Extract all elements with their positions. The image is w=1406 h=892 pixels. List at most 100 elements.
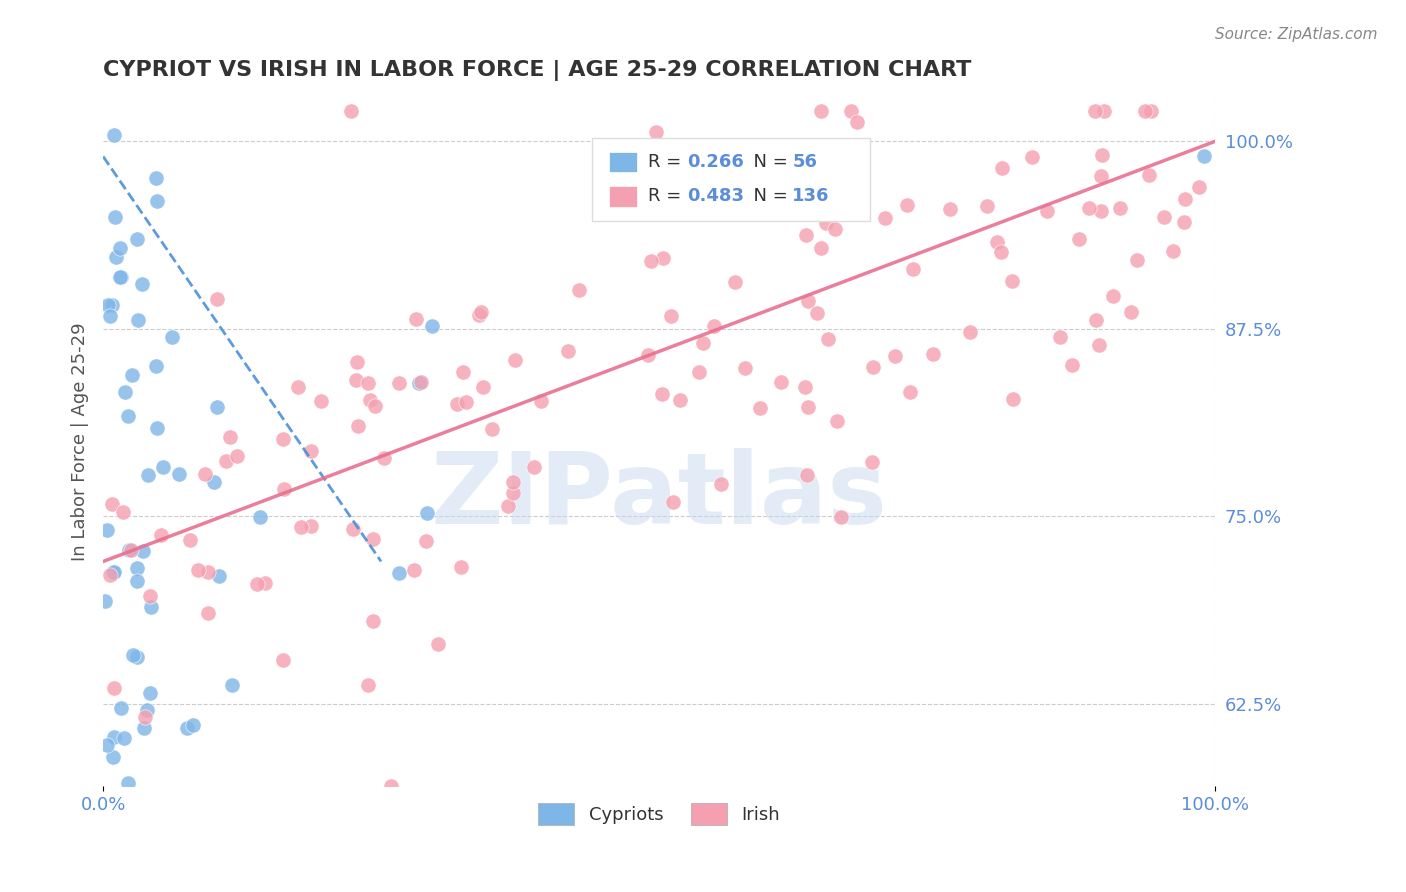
Point: [1084, 312, 1107, 326]
Point: [98, 309, 121, 323]
Point: [839, 104, 862, 119]
Point: [505, 352, 527, 367]
Point: [523, 460, 546, 475]
Point: [131, 277, 153, 292]
Point: [205, 292, 228, 306]
Point: [896, 198, 918, 212]
Point: [468, 309, 491, 323]
Point: [150, 528, 173, 542]
Point: [1084, 104, 1107, 119]
Point: [637, 348, 659, 362]
Point: [309, 394, 332, 409]
Point: [415, 506, 437, 520]
Text: 56: 56: [793, 153, 817, 171]
Point: [246, 577, 269, 591]
Point: [645, 125, 668, 139]
Point: [357, 376, 380, 390]
Point: [361, 532, 384, 546]
Text: 136: 136: [793, 187, 830, 205]
Point: [1173, 215, 1195, 229]
Point: [101, 298, 124, 312]
Point: [845, 115, 868, 129]
Point: [427, 637, 450, 651]
Point: [1036, 203, 1059, 218]
Point: [530, 394, 553, 409]
Point: [1188, 180, 1211, 194]
Point: [1133, 104, 1156, 119]
Point: [1049, 330, 1071, 344]
Point: [121, 368, 143, 382]
Point: [796, 467, 818, 482]
Point: [900, 385, 922, 400]
Point: [402, 563, 425, 577]
Point: [273, 482, 295, 496]
Point: [472, 380, 495, 394]
Point: [770, 376, 793, 390]
Point: [1090, 204, 1112, 219]
Point: [340, 104, 363, 119]
Point: [138, 686, 160, 700]
Point: [1092, 104, 1115, 119]
Point: [103, 681, 125, 695]
Point: [454, 394, 477, 409]
Point: [408, 376, 430, 391]
Point: [1153, 211, 1175, 225]
Point: [446, 397, 468, 411]
Point: [103, 565, 125, 579]
Point: [502, 485, 524, 500]
Point: [215, 454, 238, 468]
Point: [1062, 359, 1084, 373]
Point: [145, 359, 167, 373]
Point: [108, 241, 131, 255]
Point: [901, 261, 924, 276]
Point: [136, 703, 159, 717]
Point: [502, 475, 524, 490]
Point: [249, 510, 271, 524]
Point: [221, 678, 243, 692]
Point: [1174, 192, 1197, 206]
Point: [873, 211, 896, 225]
Text: 0.483: 0.483: [686, 187, 744, 205]
Point: [271, 653, 294, 667]
Point: [205, 401, 228, 415]
Point: [1126, 252, 1149, 267]
Point: [1121, 305, 1143, 319]
Point: [860, 455, 883, 469]
Point: [125, 561, 148, 575]
Point: [344, 373, 367, 387]
Point: [101, 565, 124, 579]
Point: [118, 542, 141, 557]
Point: [450, 560, 472, 574]
Point: [380, 780, 402, 794]
Point: [669, 392, 692, 407]
Text: CYPRIOT VS IRISH IN LABOR FORCE | AGE 25-29 CORRELATION CHART: CYPRIOT VS IRISH IN LABOR FORCE | AGE 25…: [103, 60, 972, 80]
Text: ZIPatlas: ZIPatlas: [430, 448, 887, 545]
Point: [959, 325, 981, 339]
Text: R =: R =: [648, 153, 688, 171]
Point: [287, 380, 309, 394]
Point: [120, 542, 142, 557]
Point: [134, 709, 156, 723]
Point: [796, 294, 818, 309]
Point: [359, 392, 381, 407]
Point: [481, 422, 503, 436]
Point: [125, 650, 148, 665]
Point: [1091, 148, 1114, 162]
Point: [103, 731, 125, 745]
Point: [814, 216, 837, 230]
Point: [101, 749, 124, 764]
Point: [111, 505, 134, 519]
Point: [884, 349, 907, 363]
Text: N =: N =: [742, 187, 794, 205]
Point: [134, 721, 156, 735]
Text: R =: R =: [648, 187, 688, 205]
Point: [187, 563, 209, 577]
Point: [824, 222, 846, 236]
Point: [1088, 338, 1111, 352]
Point: [176, 721, 198, 735]
Point: [96, 738, 118, 752]
Point: [208, 569, 231, 583]
Point: [976, 199, 998, 213]
Point: [810, 104, 832, 119]
Point: [1192, 149, 1215, 163]
